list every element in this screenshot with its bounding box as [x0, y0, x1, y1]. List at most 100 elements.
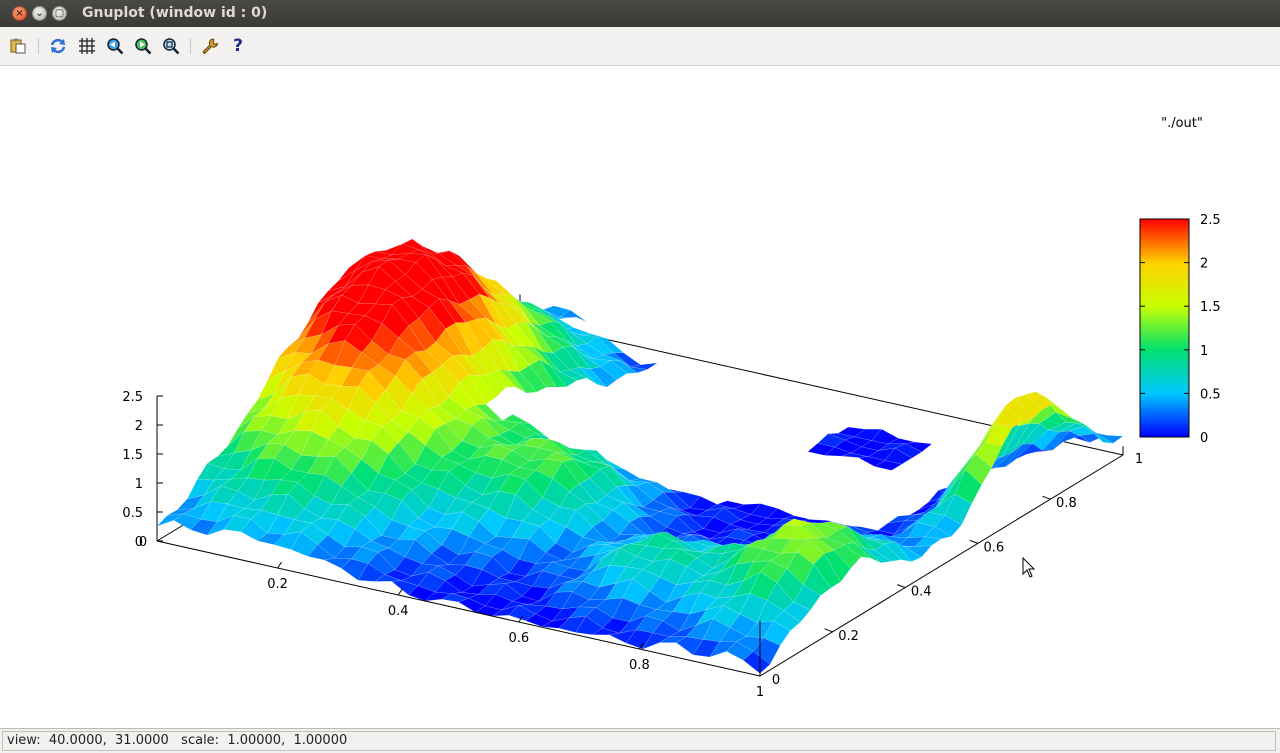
surface-cell [944, 493, 973, 526]
toolbar: ? [0, 27, 1280, 66]
y-tick-label: 0.4 [911, 585, 932, 600]
z-tick-label: 1 [135, 477, 143, 492]
legend-entry: "./out" [1161, 116, 1203, 131]
autoscale-icon[interactable] [161, 36, 181, 56]
help-glyph: ? [233, 36, 243, 56]
z-tick-label: 2.5 [122, 390, 143, 405]
surface-cell [1025, 391, 1053, 410]
y-tick-label: 0.8 [1056, 496, 1077, 511]
next-zoom-icon[interactable] [133, 36, 153, 56]
mouse-cursor-icon [1022, 557, 1036, 578]
colorbar-tick-label: 0.5 [1200, 387, 1221, 402]
x-tick-label: 1 [756, 685, 764, 700]
minimize-window-button[interactable]: ⌄ [32, 6, 47, 21]
surface-cell [924, 526, 953, 539]
surface-cell [569, 366, 597, 385]
surface-cell [964, 453, 993, 485]
surface-cell [873, 543, 902, 562]
surface-cell [1035, 391, 1063, 411]
surface-cell [1096, 432, 1124, 444]
previous-zoom-icon[interactable] [105, 36, 125, 56]
y-axis-line [759, 454, 1124, 677]
surface-cell [559, 369, 588, 381]
replot-icon[interactable] [48, 36, 68, 56]
surface-cell [863, 547, 892, 564]
surface-cell [478, 373, 507, 398]
z-tick-label: 1.5 [122, 448, 143, 463]
statusbar: view: 40.0000, 31.0000 scale: 1.00000, 1… [0, 728, 1280, 753]
colorbar-tick-label: 0 [1200, 431, 1208, 446]
y-tick-mark [824, 628, 833, 633]
surface-cell [1005, 397, 1033, 422]
surface-mesh [156, 238, 1124, 674]
x-tick-label: 0 [139, 535, 147, 550]
colorbar-tick-label: 1.5 [1200, 300, 1221, 315]
statusbar-field: view: 40.0000, 31.0000 scale: 1.00000, 1… [2, 731, 1276, 751]
surface-cell [773, 610, 801, 632]
grid-icon[interactable] [77, 36, 97, 56]
x-tick-mark [277, 561, 283, 569]
surface-cell [559, 309, 588, 323]
x-tick-mark [397, 588, 403, 596]
surface-cell [519, 364, 547, 393]
surface-cell [1015, 394, 1043, 419]
surface-cell [883, 541, 912, 562]
surface-cell [549, 365, 578, 388]
window-titlebar: × ⌄ ▢ Gnuplot (window id : 0) [0, 0, 1280, 27]
surface-cell [620, 360, 648, 374]
colorbar-labels: 0 0.5 1 1.5 2 2.5 [1140, 213, 1221, 446]
surface-cell [894, 541, 922, 562]
colorbar-tick-label: 2 [1200, 257, 1208, 272]
surface-cell [934, 515, 963, 537]
surface-cell [833, 544, 862, 569]
colorbar-tick-label: 1 [1200, 344, 1208, 359]
x-tick-mark [638, 642, 644, 650]
surface-cell [904, 441, 933, 453]
surface-cell [813, 553, 841, 589]
help-icon[interactable]: ? [228, 36, 248, 56]
status-text: view: 40.0000, 31.0000 scale: 1.00000, 1… [7, 733, 348, 748]
configure-icon[interactable] [200, 36, 220, 56]
surface-cell [529, 359, 557, 388]
surface-cell [589, 366, 618, 388]
y-tick-label: 1 [1135, 452, 1143, 467]
x-axis-line [156, 540, 761, 677]
surface-cell [783, 601, 811, 623]
surface-cell [539, 359, 567, 388]
surface-cell [994, 405, 1023, 429]
surface-cell [884, 447, 913, 465]
colorbar-tick-label: 2.5 [1200, 213, 1221, 228]
surface-plot: 00.20.40.60.8100.20.40.60.8100.511.522.5… [122, 116, 1221, 700]
surface-cell [874, 460, 903, 471]
surface-cell [609, 360, 638, 374]
z-tick-label: 2 [135, 419, 143, 434]
x-tick-mark [518, 615, 524, 623]
x-tick-label: 0.8 [629, 658, 650, 673]
y-tick-label: 0.2 [838, 629, 859, 644]
toolbar-separator [190, 38, 191, 54]
colorbar [1139, 218, 1190, 438]
surface-cell [974, 442, 1003, 468]
surface-cell [903, 545, 932, 558]
y-tick-label: 0 [772, 673, 780, 688]
surface-cell [854, 542, 882, 564]
y-tick-label: 0.6 [983, 540, 1004, 555]
toolbar-separator [38, 38, 39, 54]
surface-cell [954, 469, 983, 504]
copy-clipboard-icon[interactable] [8, 36, 28, 56]
window-title: Gnuplot (window id : 0) [82, 5, 268, 21]
x-tick-label: 0.4 [388, 604, 409, 619]
surface-cell [763, 620, 791, 646]
surface-cell [579, 366, 608, 388]
plot-area[interactable]: 0 0.2 0.4 0.6 0.8 1 0 0.2 0.4 0.6 0.8 1 0 0.5 1 1.5 2 2.5… [0, 66, 1280, 728]
surface-cell [823, 549, 852, 583]
surface-cell [742, 651, 771, 674]
z-tick-label: 0 [135, 535, 143, 550]
close-window-button[interactable]: × [12, 6, 27, 21]
surface-cell [468, 374, 497, 405]
y-tick-mark [897, 584, 906, 589]
axes-front [156, 395, 1124, 677]
maximize-window-button[interactable]: ▢ [52, 6, 67, 21]
surface-cell [894, 443, 923, 459]
